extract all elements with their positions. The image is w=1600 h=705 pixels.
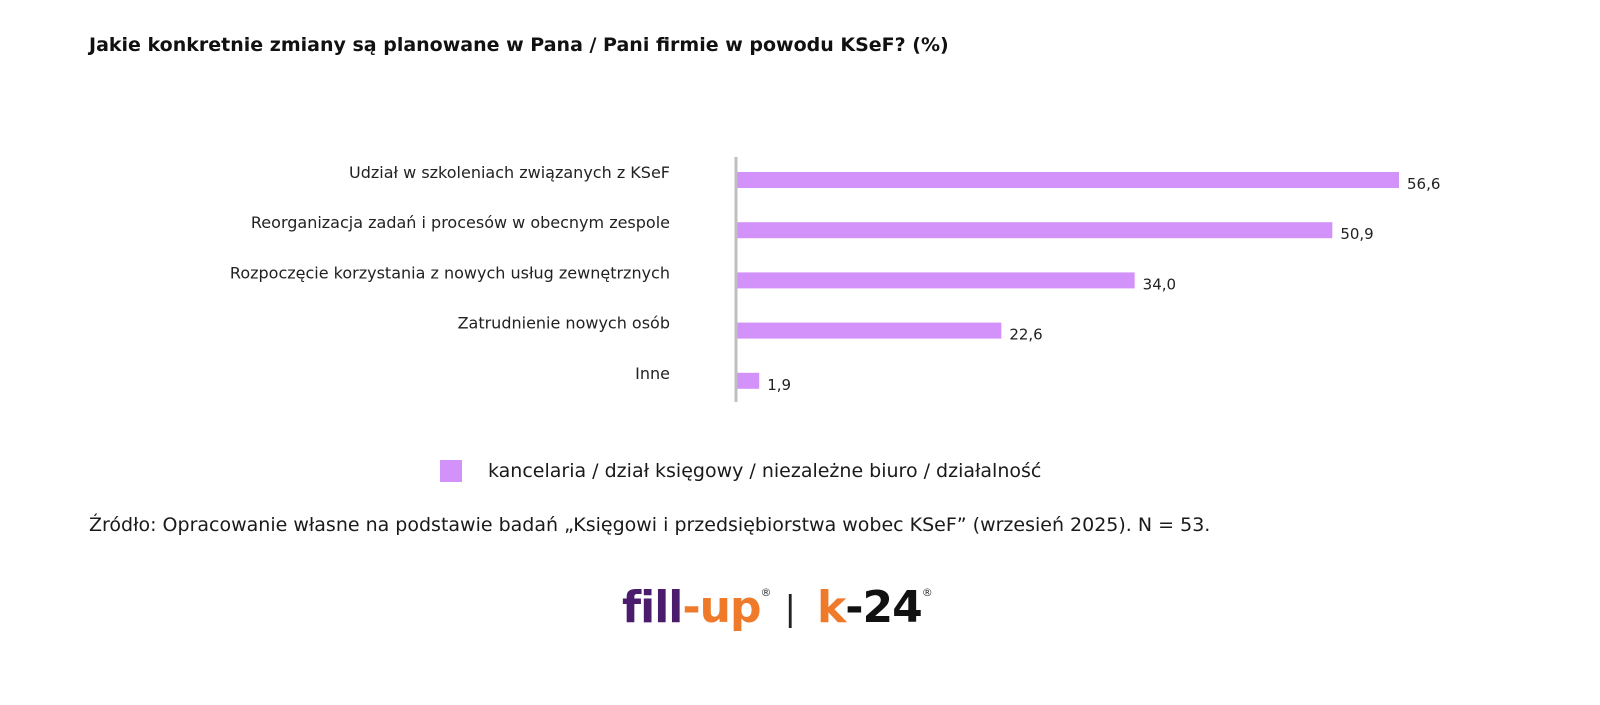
category-label: Rozpoczęcie korzystania z nowych usług z… — [230, 263, 670, 282]
k24-logo: k-24 — [816, 582, 923, 633]
value-label: 50,9 — [1340, 225, 1373, 243]
value-label: 22,6 — [1009, 326, 1042, 344]
legend-swatch — [440, 460, 462, 482]
value-label: 56,6 — [1407, 175, 1440, 193]
bar — [737, 172, 1399, 188]
logo-separator: | — [784, 589, 796, 629]
bar — [737, 372, 760, 389]
source-note: Źródło: Opracowanie własne na podstawie … — [89, 514, 1211, 536]
bar — [737, 322, 1002, 339]
legend-label: kancelaria / dział księgowy / niezależne… — [488, 460, 1042, 482]
legend: kancelaria / dział księgowy / niezależne… — [440, 460, 1041, 482]
category-label: Zatrudnienie nowych osób — [458, 314, 670, 333]
logo: fill-up ® | k-24 ® — [622, 582, 933, 633]
category-label: Udział w szkoleniach związanych z KSeF — [349, 163, 670, 182]
bar — [737, 272, 1135, 289]
value-label: 1,9 — [767, 376, 791, 394]
fill-up-logo: fill-up — [622, 582, 761, 633]
registered-mark: ® — [921, 586, 933, 599]
registered-mark: ® — [760, 586, 771, 599]
chart-title: Jakie konkretnie zmiany są planowane w P… — [89, 34, 949, 56]
bar — [737, 222, 1333, 239]
category-label: Inne — [635, 364, 670, 383]
category-label: Reorganizacja zadań i procesów w obecnym… — [251, 213, 670, 232]
value-label: 34,0 — [1143, 275, 1176, 293]
